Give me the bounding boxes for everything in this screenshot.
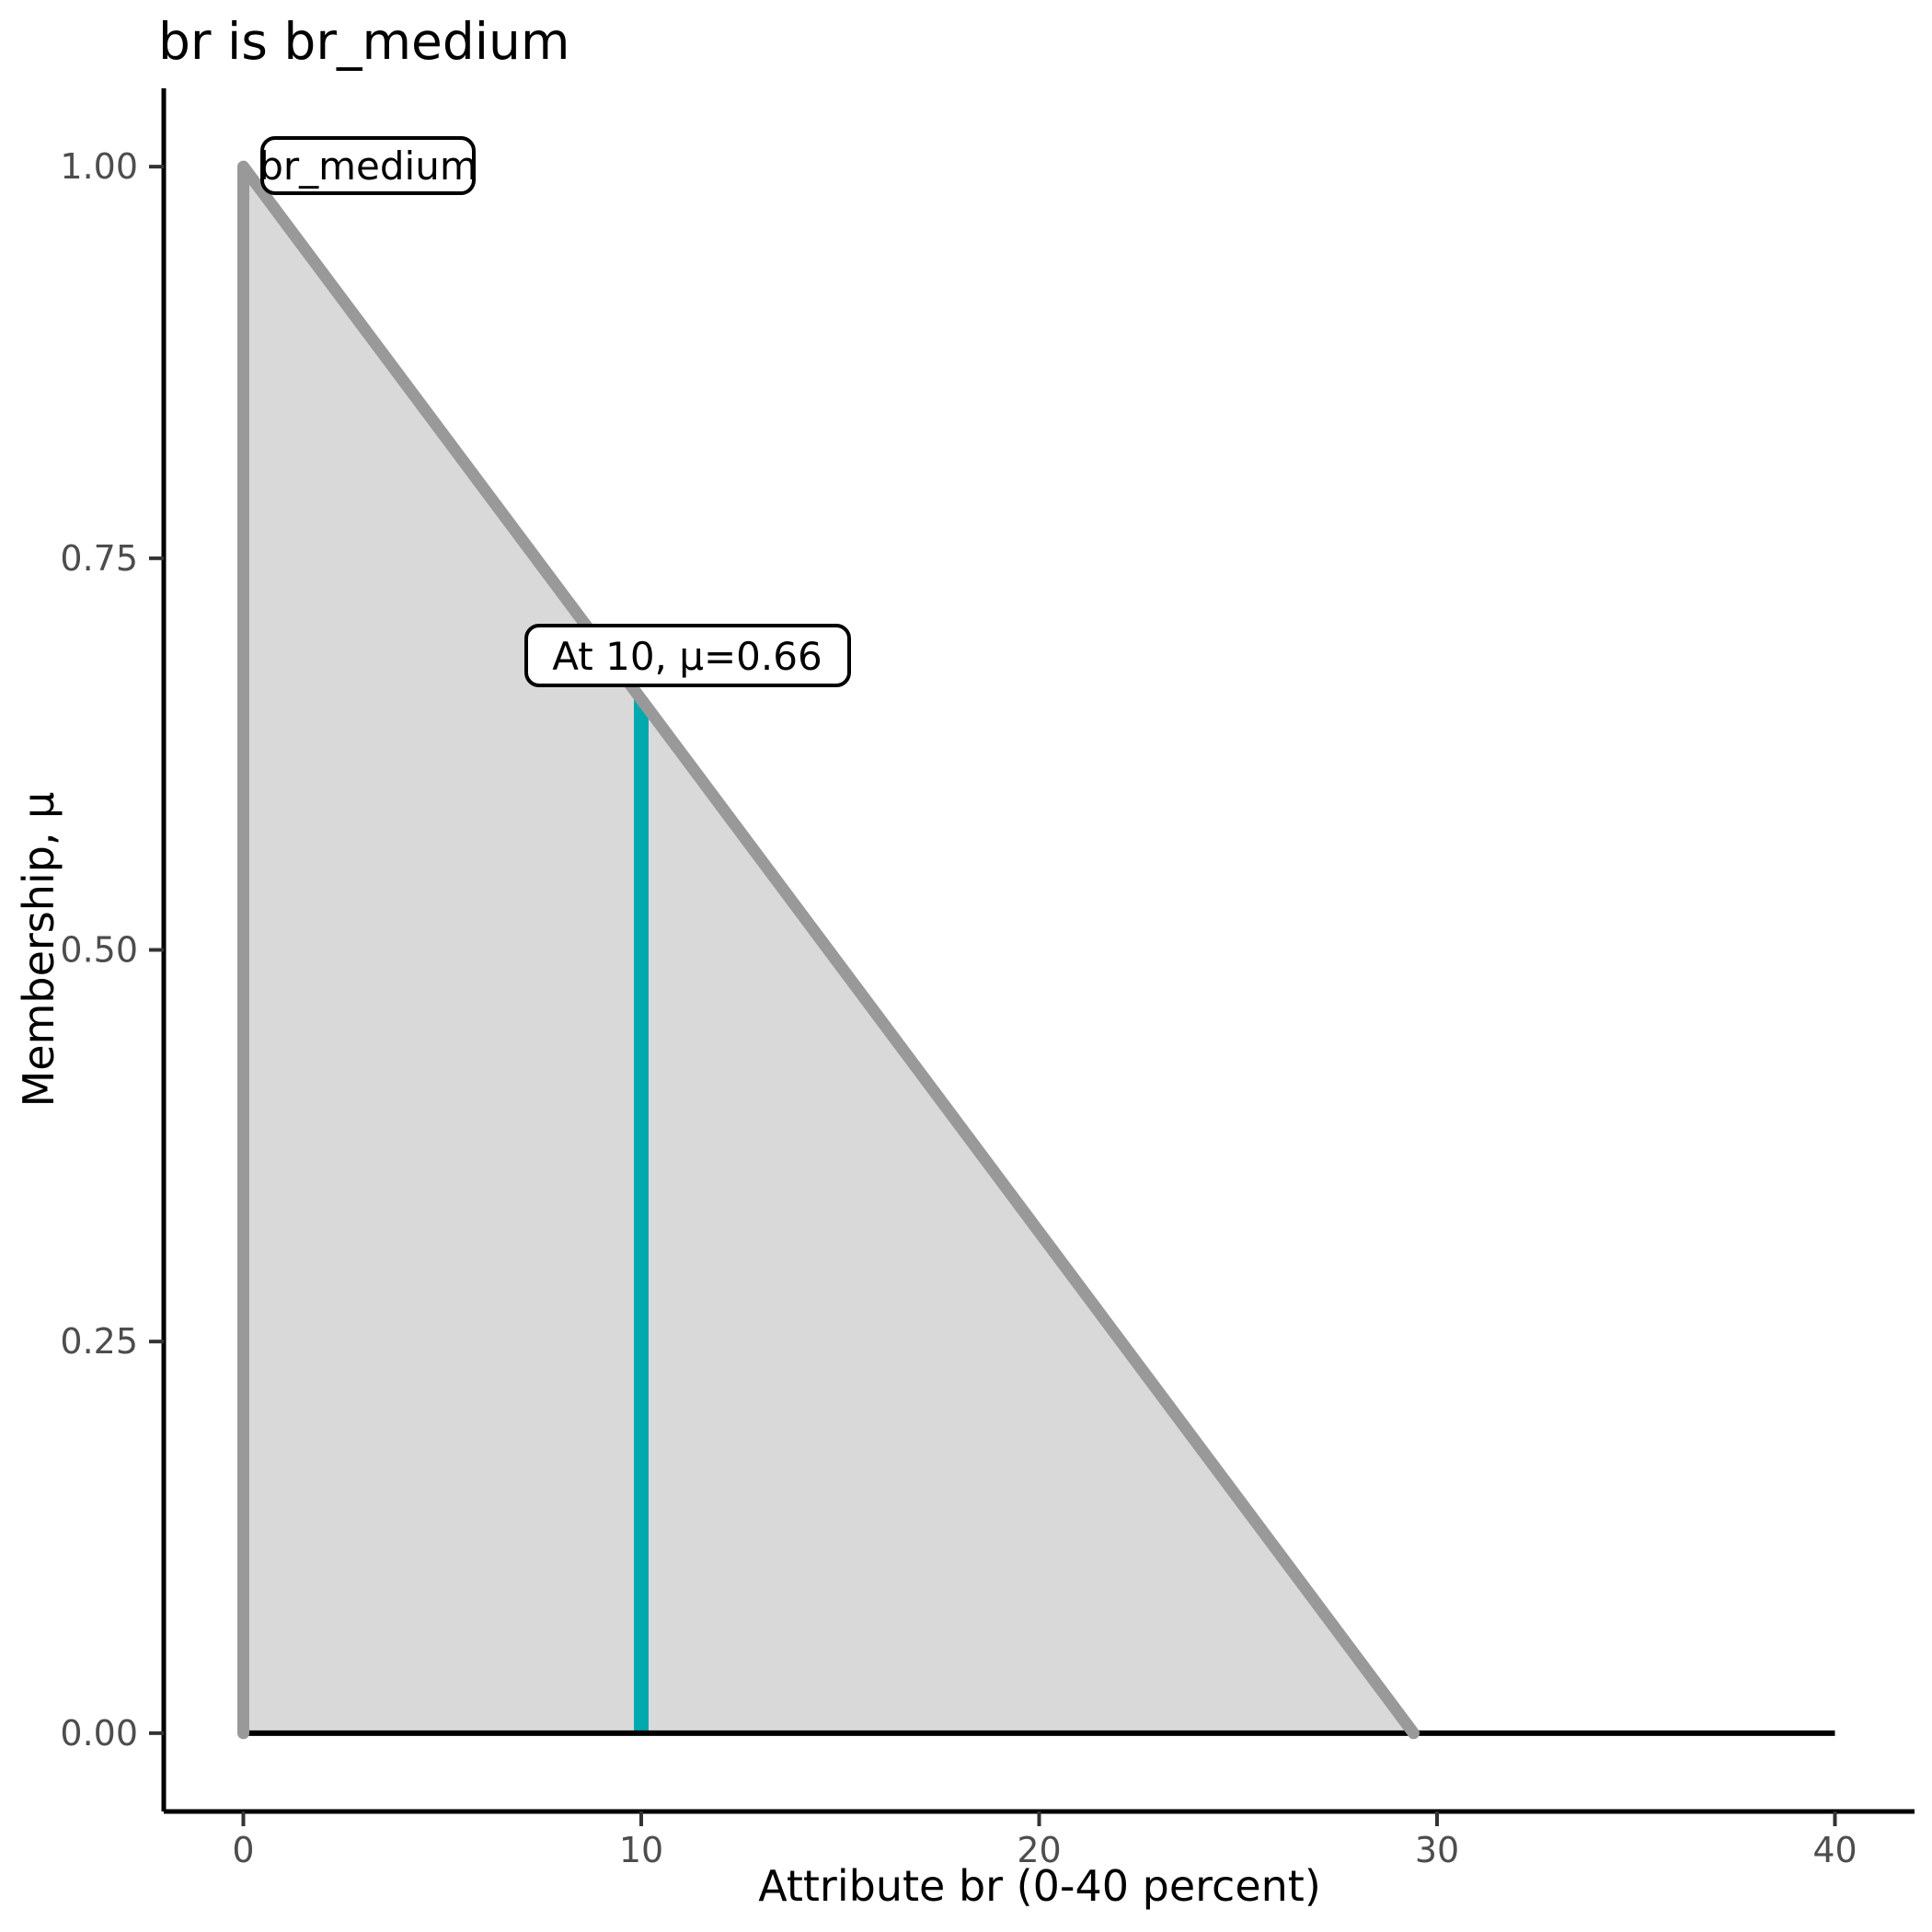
y-tick-label: 0.25 (60, 1321, 138, 1362)
set-label-annotation: br_medium (259, 136, 477, 195)
x-tick-label: 30 (1415, 1830, 1459, 1870)
set-label-box (260, 136, 476, 195)
y-tick-label: 0.00 (60, 1713, 138, 1754)
x-axis-title: Attribute br (0-40 percent) (758, 1861, 1321, 1911)
chart-layer: 0 10 20 30 40 0.00 0.25 0.50 0.75 1.00 (60, 88, 1915, 1870)
x-tick-label: 20 (1017, 1830, 1061, 1870)
y-tick-label: 0.50 (60, 930, 138, 971)
y-tick-label: 1.00 (60, 146, 138, 187)
set-label-text: br_medium (259, 144, 477, 189)
plot-title: br is br_medium (158, 12, 570, 71)
y-axis-title: Membership, μ (14, 792, 63, 1108)
marker-label-text: At 10, μ=0.66 (552, 634, 822, 679)
membership-line (237, 160, 1420, 1740)
y-tick-label: 0.75 (60, 538, 138, 579)
marker-annotation: At 10, μ=0.66 (524, 624, 851, 687)
x-tick-label: 40 (1812, 1830, 1857, 1870)
x-tick-label: 0 (232, 1830, 254, 1870)
marker-label-box (524, 624, 851, 687)
x-tick-label: 10 (619, 1830, 663, 1870)
